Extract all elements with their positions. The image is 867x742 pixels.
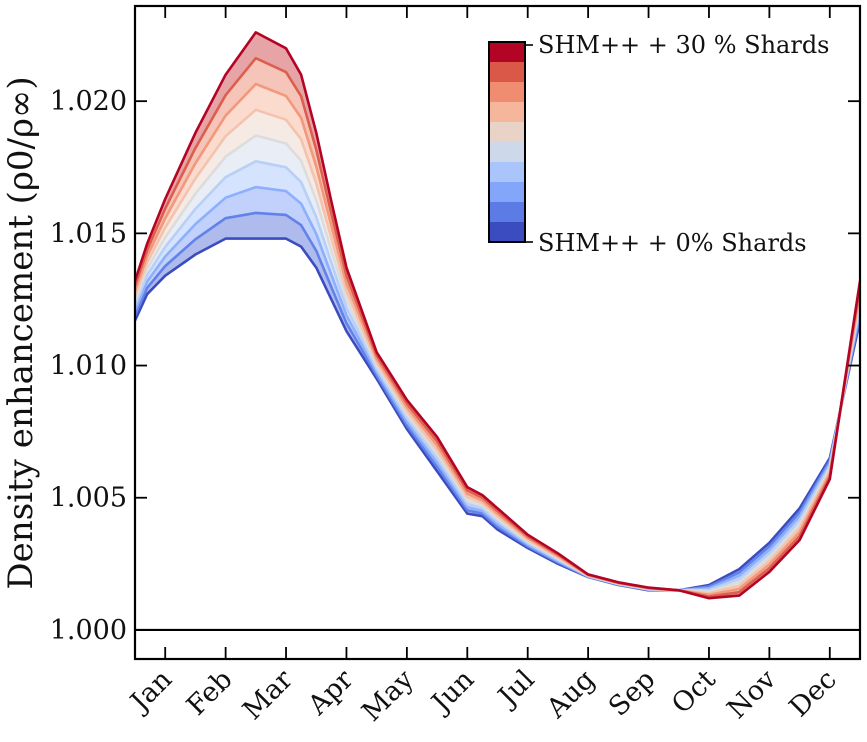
colorbar: SHM++ + 30 % Shards SHM++ + 0% Shards [488, 31, 830, 257]
colorbar-swatch [489, 122, 525, 143]
density-curve-6 [135, 82, 860, 597]
colorbar-swatch [489, 162, 525, 183]
band-fill [135, 135, 860, 592]
x-tick-label: Sep [603, 664, 662, 723]
x-tick-label: Apr [302, 664, 360, 722]
y-tick-label: 1.005 [50, 483, 127, 514]
density-curve-8 [135, 31, 860, 600]
density-curve-2 [135, 185, 860, 592]
colorbar-swatch [489, 82, 525, 103]
band-fill [135, 187, 860, 591]
y-tick-label: 1.000 [50, 615, 127, 646]
x-tick-label: Jul [491, 664, 541, 714]
colorbar-swatch [489, 222, 525, 243]
colorbar-swatch [489, 142, 525, 163]
density-curve-0 [135, 237, 860, 592]
colorbar-top-label: SHM++ + 30 % Shards [538, 31, 830, 59]
density-curve-5 [135, 108, 860, 595]
x-tick-label: Dec [784, 664, 843, 723]
colorbar-swatch [489, 102, 525, 123]
density-curve-4 [135, 134, 860, 593]
x-tick-label: Mar [237, 664, 299, 726]
density-curve-1 [135, 211, 860, 592]
y-axis-title: Density enhancement (ρ0/ρ∞) [1, 76, 41, 589]
band-fill [135, 161, 860, 591]
y-tick-label: 1.010 [50, 351, 127, 382]
colorbar-frame [488, 41, 526, 243]
density-curves [135, 31, 860, 600]
x-tick-label: Feb [181, 664, 239, 722]
colorbar-swatch [489, 42, 525, 63]
colorbar-swatch [489, 202, 525, 223]
colorbar-swatch [489, 182, 525, 203]
colorbar-swatches [489, 42, 525, 243]
y-tick-label: 1.015 [50, 218, 127, 249]
colorbar-bottom-label: SHM++ + 0% Shards [538, 229, 807, 257]
plot-frame [133, 4, 862, 661]
x-tick-label: Oct [666, 664, 722, 720]
x-tick-label: Nov [721, 664, 782, 725]
x-tick-label: Jan [123, 664, 178, 719]
band-fill [135, 212, 860, 591]
y-axis: 1.000 1.005 1.010 1.015 1.020 [50, 86, 860, 646]
x-tick-label: Aug [540, 664, 601, 725]
colorbar-swatch [489, 62, 525, 83]
x-tick-label: Jun [424, 664, 480, 720]
density-curve-7 [135, 56, 860, 598]
density-curve-3 [135, 160, 860, 592]
y-tick-label: 1.020 [50, 86, 127, 117]
x-tick-label: May [356, 664, 420, 728]
